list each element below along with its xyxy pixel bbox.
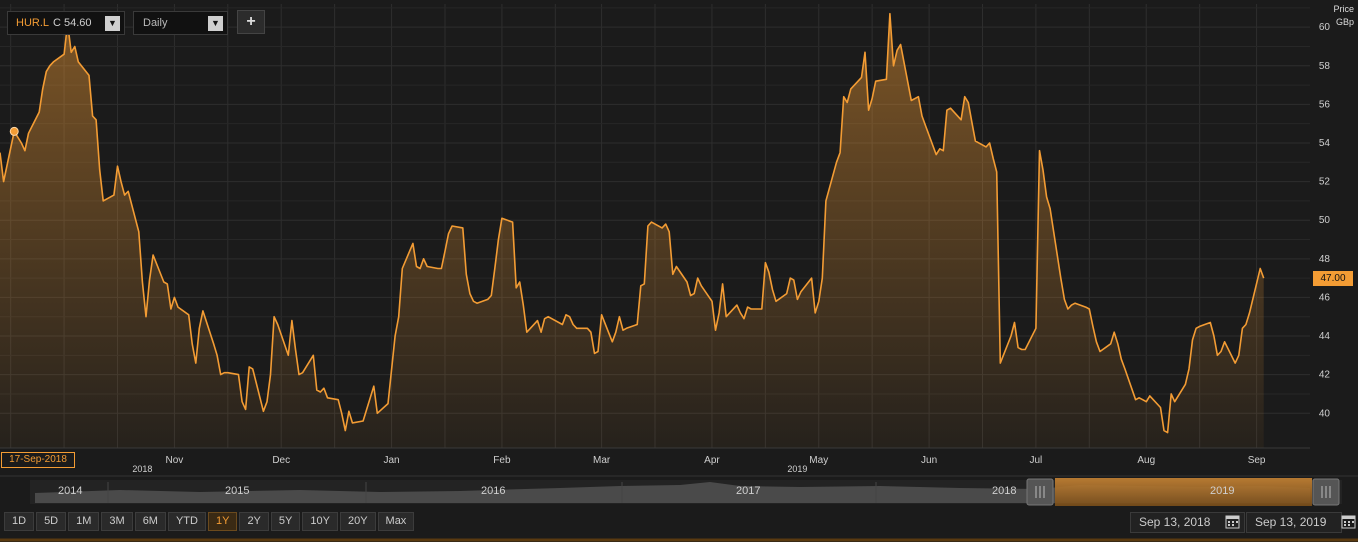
x-tick-label: Apr bbox=[704, 455, 720, 466]
x-tick-label: Mar bbox=[593, 455, 611, 466]
y-tick-label: 50 bbox=[1319, 215, 1331, 226]
date-from-field[interactable]: Sep 13, 2018 bbox=[1130, 512, 1245, 533]
price-line bbox=[0, 12, 1265, 434]
x-tick-label: Jul bbox=[1029, 455, 1042, 466]
range-button-1y[interactable]: 1Y bbox=[207, 512, 238, 531]
navigator-year-label: 2016 bbox=[481, 485, 506, 497]
x-tick-label: Jun bbox=[921, 455, 937, 466]
start-point-marker bbox=[9, 126, 19, 136]
calendar-icon[interactable] bbox=[1341, 514, 1356, 529]
navigator-sparkline bbox=[35, 482, 1310, 503]
x-tick-label: May bbox=[809, 455, 828, 466]
range-button-max[interactable]: Max bbox=[377, 512, 415, 531]
y-tick-label: 44 bbox=[1319, 331, 1331, 342]
y-tick-label: 52 bbox=[1319, 177, 1331, 188]
range-button-1d[interactable]: 1D bbox=[4, 512, 35, 531]
frequency-dropdown[interactable]: Daily ▼ bbox=[133, 11, 228, 35]
frequency-label: Daily bbox=[143, 17, 168, 29]
navigator-year-label: 2017 bbox=[736, 485, 761, 497]
close-price-label: C 54.60 bbox=[53, 17, 92, 29]
range-button-1m[interactable]: 1M bbox=[68, 512, 100, 531]
x-tick-label: Dec bbox=[272, 455, 290, 466]
navigator-year-label: 2014 bbox=[58, 485, 83, 497]
range-buttons: 1D 5D 1M 3M 6M YTD 1Y 2Y 5Y 10Y 20Y Max bbox=[4, 512, 415, 532]
range-button-10y[interactable]: 10Y bbox=[302, 512, 338, 531]
y-tick-label: 48 bbox=[1319, 254, 1331, 265]
navigator-year-label: 2018 bbox=[992, 485, 1017, 497]
unit-title: Price bbox=[1333, 4, 1354, 14]
x-tick-label: Sep bbox=[1248, 455, 1266, 466]
calendar-icon[interactable] bbox=[1225, 514, 1240, 529]
y-tick-label: 42 bbox=[1319, 370, 1331, 381]
y-tick-label: 54 bbox=[1319, 138, 1331, 149]
date-to-field[interactable]: Sep 13, 2019 bbox=[1246, 512, 1342, 533]
y-tick-label: 58 bbox=[1319, 61, 1331, 72]
range-button-ytd[interactable]: YTD bbox=[167, 512, 206, 531]
y-tick-label: 56 bbox=[1319, 99, 1331, 110]
chevron-down-icon[interactable]: ▼ bbox=[208, 16, 223, 31]
y-axis-ticks: 40 42 44 46 48 50 52 54 56 58 60 bbox=[1319, 22, 1331, 419]
range-button-5d[interactable]: 5D bbox=[36, 512, 67, 531]
range-button-3m[interactable]: 3M bbox=[101, 512, 133, 531]
navigator-year-label: 2019 bbox=[1210, 485, 1235, 497]
x-year-label: 2019 bbox=[787, 464, 807, 474]
range-button-6m[interactable]: 6M bbox=[134, 512, 166, 531]
add-study-button[interactable]: + bbox=[237, 10, 265, 34]
navigator-year-label: 2015 bbox=[225, 485, 250, 497]
range-button-20y[interactable]: 20Y bbox=[339, 512, 376, 531]
x-tick-label: Jan bbox=[384, 455, 400, 466]
x-tick-label: Nov bbox=[166, 455, 184, 466]
x-tick-label: Aug bbox=[1137, 455, 1155, 466]
range-button-5y[interactable]: 5Y bbox=[270, 512, 301, 531]
x-tick-label: Feb bbox=[493, 455, 511, 466]
y-tick-label: 46 bbox=[1319, 292, 1331, 303]
date-to-value: Sep 13, 2019 bbox=[1255, 515, 1327, 529]
price-area-fill bbox=[0, 13, 1264, 448]
current-price-tag: 47.00 bbox=[1313, 271, 1353, 287]
navigator-selection[interactable] bbox=[1055, 478, 1312, 506]
y-tick-label: 40 bbox=[1319, 408, 1331, 419]
x-year-label: 2018 bbox=[132, 464, 152, 474]
symbol-ticker: HUR.L bbox=[16, 17, 50, 29]
chevron-down-icon[interactable]: ▼ bbox=[105, 16, 120, 31]
range-button-2y[interactable]: 2Y bbox=[239, 512, 269, 531]
date-from-value: Sep 13, 2018 bbox=[1139, 515, 1211, 529]
start-date-tag: 17-Sep-2018 bbox=[1, 452, 75, 468]
symbol-selector[interactable]: HUR.L C 54.60 ▼ bbox=[7, 11, 125, 35]
unit-label: GBp bbox=[1335, 17, 1354, 27]
y-tick-label: 60 bbox=[1319, 22, 1331, 33]
